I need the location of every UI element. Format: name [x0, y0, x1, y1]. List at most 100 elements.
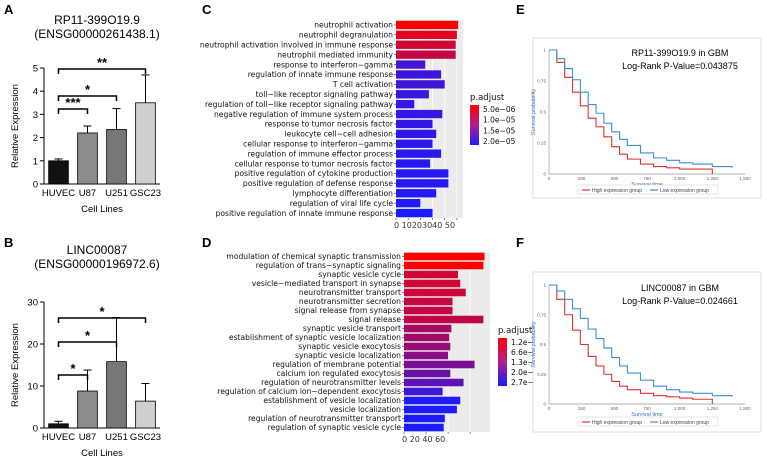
bar — [48, 160, 69, 185]
y-tick-label: 0.25 — [537, 372, 546, 377]
x-tick-label: GSC23 — [130, 188, 161, 199]
annotation-pvalue: Log-Rank P-Value=0.024661 — [622, 296, 738, 306]
significance-label: * — [99, 304, 105, 319]
significance-label: *** — [65, 95, 81, 110]
panel-a-subtitle: (ENSG00000261438.1) — [34, 27, 159, 41]
go-bar — [404, 423, 444, 432]
legend-colorbar — [498, 338, 507, 386]
legend-label-low: Low expression group — [660, 188, 709, 194]
legend-label: 1.0e−05 — [483, 116, 516, 125]
x-tick-label: U251 — [105, 188, 128, 199]
go-bar — [404, 306, 453, 315]
go-bar — [404, 342, 451, 351]
go-term-label: leukocyte cell−cell adhesion — [285, 130, 394, 139]
go-term-label: establishment of synaptic vesicle locali… — [229, 333, 401, 342]
x-tick-label: 750 — [643, 406, 651, 411]
km-legend-box — [577, 184, 719, 195]
x-tick-label: 0 — [548, 176, 551, 181]
annotation-pvalue: Log-Rank P-Value=0.043875 — [622, 61, 738, 71]
go-bar — [396, 189, 437, 198]
go-bar — [404, 270, 459, 279]
go-term-label: neutrophil degranulation — [299, 31, 393, 40]
go-term-label: toll−like receptor signaling pathway — [256, 90, 394, 99]
x-tick-label: 0 — [548, 406, 551, 411]
x-tick-label: 500 — [611, 406, 619, 411]
panel-d-letter: D — [202, 235, 211, 250]
x-tick-label: 1,500 — [739, 176, 751, 181]
go-bar — [404, 297, 453, 306]
go-term-label: positive regulation of cytokine producti… — [235, 169, 394, 178]
x-tick-label: 250 — [578, 406, 586, 411]
go-bar — [404, 315, 484, 324]
significance-bracket — [57, 341, 118, 347]
x-axis-label: Cell Lines — [81, 448, 123, 459]
legend-label: 1.5e−05 — [483, 126, 516, 135]
y-tick-label: 30 — [27, 298, 38, 309]
legend-label: 1.3e−18 — [511, 358, 544, 367]
plot-background — [404, 252, 490, 432]
legend-label: 2.0e−18 — [511, 368, 544, 377]
go-bar — [404, 261, 484, 270]
go-bar — [396, 119, 433, 129]
y-tick-label: 20 — [27, 340, 38, 351]
y-tick-label: 0 — [543, 172, 546, 177]
panel-b-letter: B — [4, 235, 13, 250]
go-term-label: synaptic vesicle transport — [303, 324, 401, 333]
go-term-label: synaptic vesicle cycle — [318, 270, 401, 279]
legend-colorbar — [470, 105, 479, 145]
go-bar — [404, 396, 461, 405]
significance-bracket — [57, 68, 147, 74]
y-tick-label: 0.5 — [540, 110, 547, 115]
go-bar — [404, 252, 485, 261]
go-bar — [404, 360, 475, 369]
go-bar — [404, 405, 457, 414]
significance-label: * — [70, 361, 76, 376]
go-term-label: cellular response to interferon−gamma — [243, 139, 393, 148]
x-tick-label: U87 — [79, 432, 96, 443]
go-term-label: regulation of neurotransmitter transport — [248, 414, 401, 423]
go-term-label: response to tumor necrosis factor — [265, 120, 394, 129]
low-expression-curve — [549, 284, 733, 397]
y-axis-label: Survival probability — [531, 321, 537, 367]
go-bar — [404, 387, 443, 396]
go-term-label: regulation of membrane potential — [273, 360, 401, 369]
significance-bracket — [57, 317, 147, 323]
significance-bracket — [57, 108, 89, 114]
plot-background — [396, 20, 463, 218]
go-bar — [404, 414, 445, 423]
go-bar — [396, 40, 456, 49]
x-tick-label: 1,250 — [707, 176, 719, 181]
go-bar — [396, 129, 437, 139]
go-bar — [396, 149, 442, 158]
go-term-label: neurotransmitter transport — [299, 288, 401, 297]
y-tick-label: 1 — [33, 156, 38, 167]
go-bar — [404, 378, 464, 387]
go-term-label: regulation of trans−synaptic signaling — [256, 261, 401, 270]
y-tick-label: 0.75 — [537, 79, 546, 84]
significance-bracket — [57, 95, 118, 101]
go-bar — [396, 20, 459, 30]
panel-a-title: RP11-399O19.9 — [54, 13, 140, 27]
bar — [106, 361, 127, 429]
bar — [77, 132, 98, 185]
panel-b-bar-chart: B LINC00087 (ENSG00000196972.6) 0 10 20 30 R… — [4, 235, 161, 459]
legend-label: 2.0e−05 — [483, 137, 516, 146]
x-axis-label: Survival time — [631, 412, 662, 418]
y-axis-label: Relative Expression — [10, 84, 21, 168]
x-tick-label: HUVEC — [42, 432, 75, 443]
significance-label: * — [85, 82, 91, 97]
go-term-label: regulation of toll−like receptor signali… — [205, 100, 394, 109]
go-term-label: modulation of chemical synaptic transmis… — [226, 252, 401, 261]
y-tick-label: 4 — [33, 87, 38, 98]
go-term-label: positive regulation of defense response — [243, 179, 393, 188]
x-tick-label: 500 — [611, 176, 619, 181]
go-term-label: cellular response to tumor necrosis fact… — [235, 159, 394, 168]
go-term-label: signal release — [348, 315, 401, 324]
panel-b-title: LINC00087 — [67, 243, 128, 257]
y-tick-label: 0 — [33, 180, 38, 191]
go-term-label: regulation of innate immune response — [248, 70, 394, 79]
go-term-label: regulation of calcium ion−dependent exoc… — [217, 387, 401, 396]
go-term-label: calcium ion regulated exocytosis — [277, 369, 402, 378]
